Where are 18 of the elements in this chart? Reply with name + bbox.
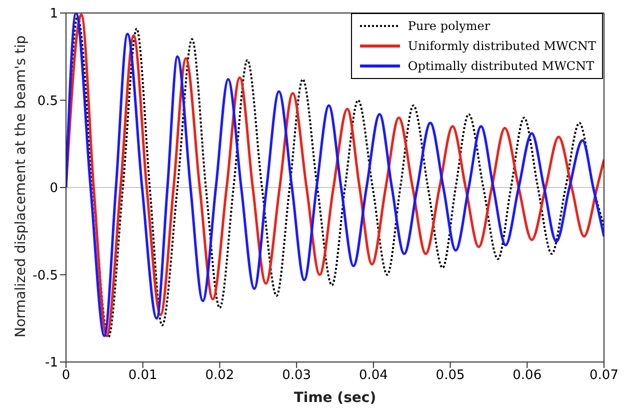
legend-label: Uniformly distributed MWCNT — [408, 39, 596, 53]
x-tick-label: 0.03 — [282, 368, 312, 384]
x-tick-label: 0.06 — [512, 368, 542, 384]
x-tick-label: 0.07 — [590, 368, 618, 384]
y-tick-label: 1 — [50, 6, 58, 22]
legend-label: Pure polymer — [408, 19, 490, 33]
x-tick-label: 0.05 — [436, 368, 465, 384]
x-tick-label: 0 — [62, 368, 70, 384]
y-axis-title: Normalized displacement at the beam's tip — [12, 35, 29, 338]
y-tick-label: 0.5 — [37, 94, 58, 109]
x-tick-label: 0.04 — [358, 368, 388, 384]
x-tick-label: 0.02 — [205, 368, 234, 384]
y-tick-label: -1 — [45, 356, 58, 371]
x-axis-title: Time (sec) — [294, 390, 376, 406]
legend-label: Optimally distributed MWCNT — [408, 59, 594, 73]
x-tick-label: 0.01 — [128, 368, 158, 384]
y-tick-label: -0.5 — [32, 268, 58, 284]
y-tick-label: 0 — [50, 181, 58, 196]
